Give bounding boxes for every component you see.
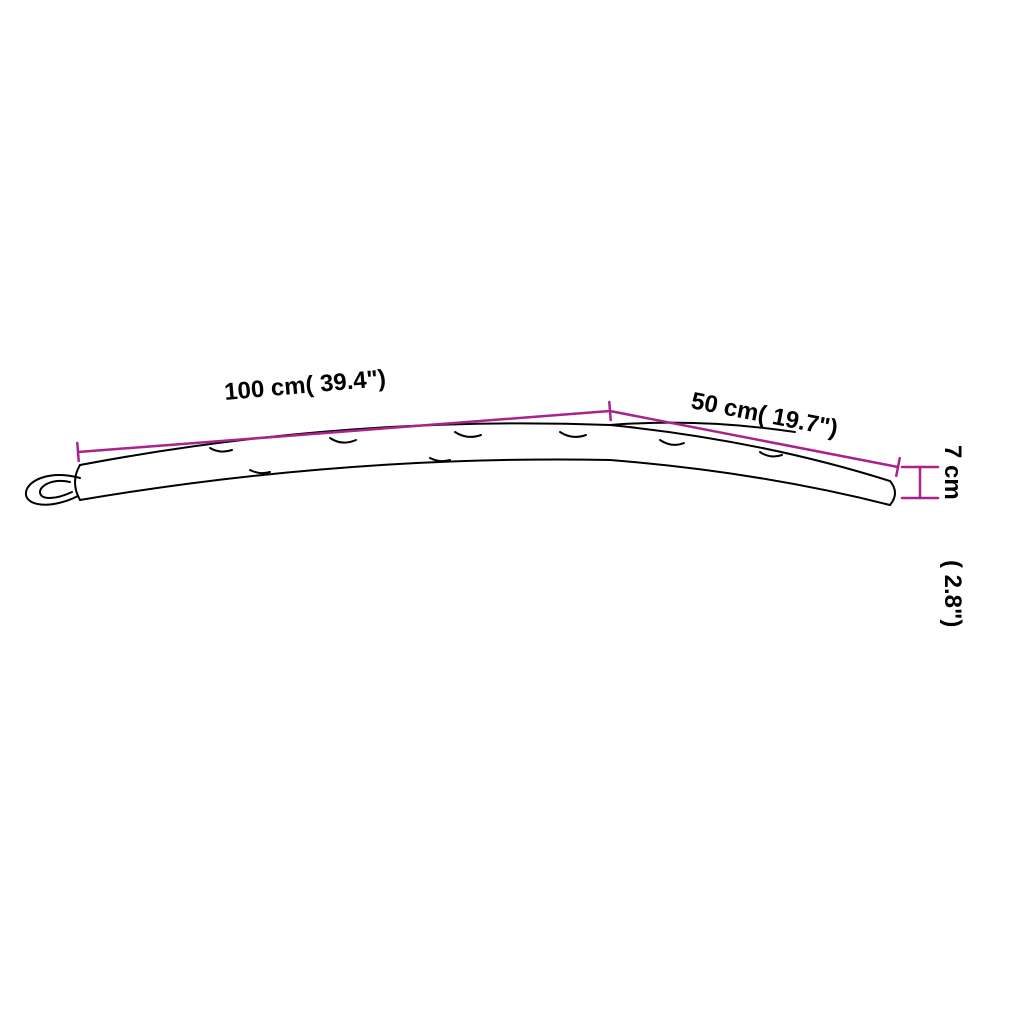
cushion-tuft <box>560 432 586 437</box>
cushion-left-end <box>75 465 80 500</box>
cushion-tuft <box>455 432 481 437</box>
dimension-tick <box>896 458 899 476</box>
width-dimension-label: 50 cm( 19.7") <box>689 387 840 442</box>
cushion-strap <box>26 475 80 505</box>
cushion-tuft <box>430 458 450 461</box>
cushion-right-end <box>890 481 895 505</box>
cushion-tuft <box>330 438 356 443</box>
dimension-diagram: 100 cm( 39.4") 50 cm( 19.7") 7 cm ( 2.8") <box>0 0 1024 1024</box>
cushion-tuft <box>660 440 684 445</box>
length-dimension-line <box>78 411 610 452</box>
cushion-bottom-edge <box>80 460 890 506</box>
cushion-strap-inner <box>40 481 72 498</box>
height-dimension-label-in: ( 2.8") <box>939 560 966 627</box>
cushion-tuft <box>250 470 270 473</box>
cushion-drawing <box>26 423 895 505</box>
dimension-tick <box>77 443 78 461</box>
cushion-tuft <box>760 452 782 456</box>
length-dimension-label: 100 cm( 39.4") <box>223 365 387 406</box>
height-dimension-label-cm: 7 cm <box>939 445 966 500</box>
cushion-top-edge <box>80 423 890 481</box>
cushion-tuft <box>210 448 232 452</box>
